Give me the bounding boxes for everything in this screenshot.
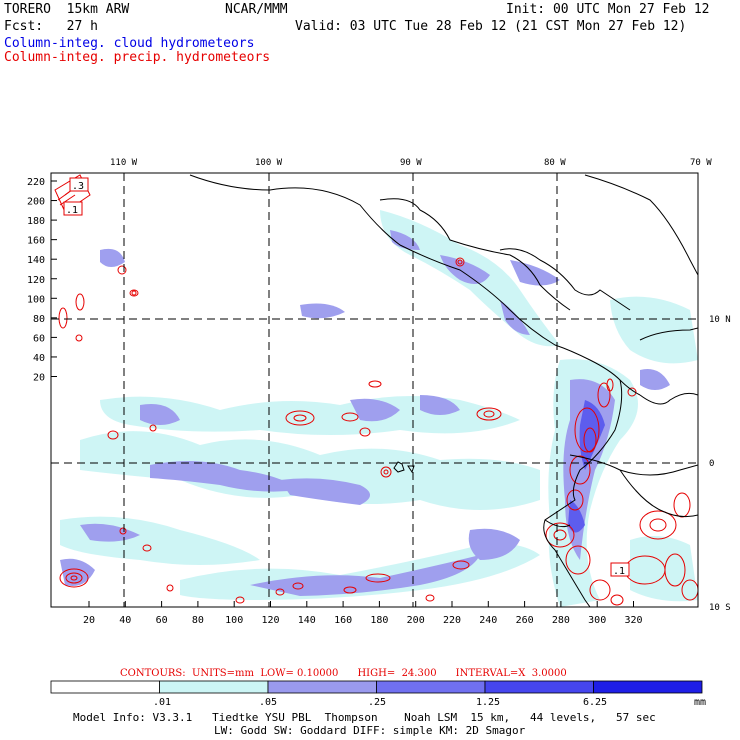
longitude-labels: 110 W 100 W 90 W 80 W 70 W <box>110 158 712 168</box>
x-tick-label: 260 <box>516 615 534 626</box>
x-tick-label: 140 <box>298 615 316 626</box>
contour-label: .1 <box>613 566 625 577</box>
x-tick-label: 100 <box>225 615 243 626</box>
valid-time: Valid: 03 UTC Tue 28 Feb 12 (21 CST Mon … <box>295 19 687 34</box>
y-tick-label: 20 <box>33 373 45 384</box>
lon-label-80w: 80 W <box>544 158 566 168</box>
lat-label-10n: 10 N <box>709 315 731 325</box>
x-tick-label: 220 <box>443 615 461 626</box>
y-tick-label: 140 <box>27 255 45 266</box>
y-tick-label: 220 <box>27 177 45 188</box>
y-tick-label: 160 <box>27 236 45 247</box>
y-tick-label: 60 <box>33 333 45 344</box>
lon-label-70w: 70 W <box>690 158 712 168</box>
lat-lon-grid <box>51 173 698 607</box>
x-tick-label: 180 <box>370 615 388 626</box>
lat-label-10s: 10 S <box>709 603 731 613</box>
y-tick-label: 100 <box>27 294 45 305</box>
x-axis-ticks: 20 40 60 80 100 120 140 160 180 200 220 240 260 280 30… <box>83 601 643 626</box>
coastlines <box>189 174 698 607</box>
colorbar-units: mm <box>694 697 707 708</box>
lon-label-90w: 90 W <box>400 158 422 168</box>
model-title: TORERO 15km ARW <box>4 2 130 17</box>
x-tick-label: 300 <box>588 615 606 626</box>
x-tick-label: 20 <box>83 615 95 626</box>
contour-label: .1 <box>66 205 78 216</box>
x-tick-label: 240 <box>479 615 497 626</box>
org-label: NCAR/MMM <box>225 2 288 17</box>
cloud-shading <box>60 210 698 607</box>
x-tick-label: 200 <box>407 615 425 626</box>
colorbar-segment <box>159 680 269 694</box>
colorbar-label: .25 <box>368 697 387 708</box>
colorbar-segment <box>376 680 486 694</box>
field-precip-label: Column-integ. precip. hydrometeors <box>4 50 271 65</box>
contours-info: CONTOURS: UNITS=mm LOW= 0.10000 HIGH= 24… <box>120 668 567 679</box>
colorbar-label: .05 <box>259 697 278 708</box>
x-tick-label: 40 <box>119 615 131 626</box>
colorbar-segment <box>50 680 160 694</box>
y-tick-label: 40 <box>33 353 45 364</box>
latitude-labels: 10 N 0 10 S <box>709 315 731 613</box>
model-info-line2: LW: Godd SW: Goddard DIFF: simple KM: 2D… <box>214 724 526 737</box>
x-tick-label: 120 <box>261 615 279 626</box>
y-axis-ticks: 220 200 180 160 140 120 100 80 60 40 20 <box>27 177 57 384</box>
lat-label-0: 0 <box>709 459 714 469</box>
x-tick-label: 320 <box>624 615 642 626</box>
init-time: Init: 00 UTC Mon 27 Feb 12 <box>506 2 710 17</box>
contour-label: .3 <box>72 181 84 192</box>
model-info-line1: Model Info: V3.3.1 Tiedtke YSU PBL Thomp… <box>73 711 656 724</box>
y-tick-label: 80 <box>33 314 45 325</box>
field-cloud-label: Column-integ. cloud hydrometeors <box>4 36 255 51</box>
y-tick-label: 200 <box>27 197 45 208</box>
colorbar-label: .01 <box>153 697 172 708</box>
map-plot-area <box>51 173 698 607</box>
colorbar <box>50 680 703 694</box>
forecast-hour: Fcst: 27 h <box>4 19 98 34</box>
x-tick-label: 80 <box>192 615 204 626</box>
lon-label-110w: 110 W <box>110 158 138 168</box>
precip-contours <box>54 174 698 606</box>
y-tick-label: 120 <box>27 275 45 286</box>
colorbar-segment <box>484 680 594 694</box>
x-tick-label: 60 <box>156 615 168 626</box>
x-tick-label: 280 <box>552 615 570 626</box>
y-tick-label: 180 <box>27 216 45 227</box>
map-frame <box>50 172 699 608</box>
colorbar-label: 6.25 <box>583 697 608 708</box>
lon-label-100w: 100 W <box>255 158 283 168</box>
colorbar-segment <box>267 680 377 694</box>
x-tick-label: 160 <box>334 615 352 626</box>
contour-label-boxes: .3 .1 .1 <box>63 177 630 577</box>
colorbar-label: 1.25 <box>476 697 501 708</box>
colorbar-segment <box>593 680 703 694</box>
